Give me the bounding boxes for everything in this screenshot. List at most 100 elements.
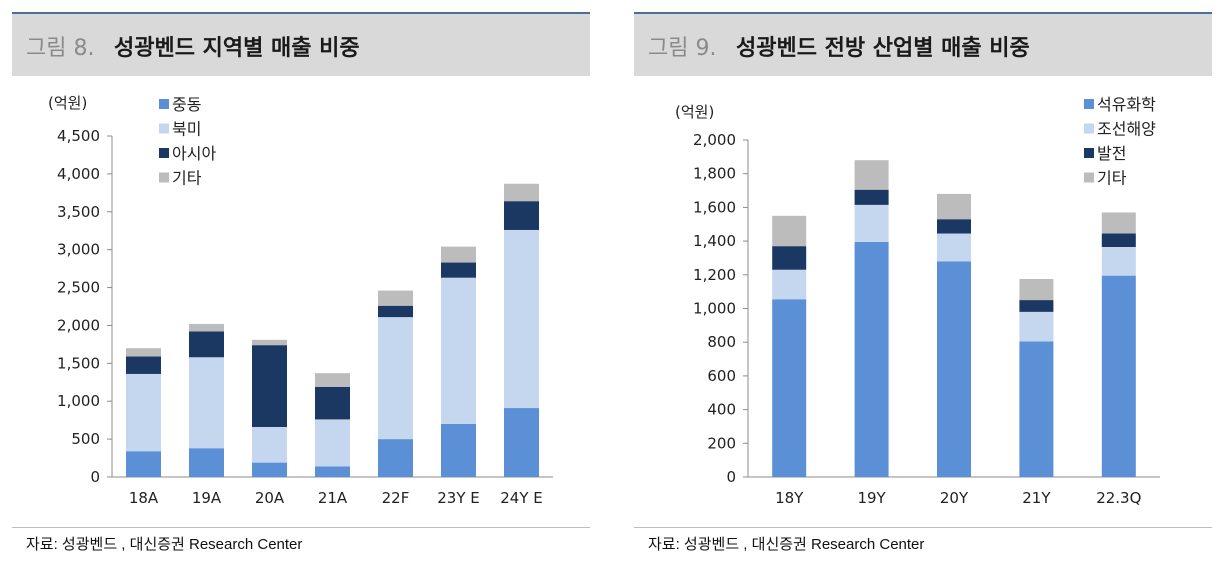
- legend-label: 석유화학: [1097, 95, 1156, 114]
- chart-title: 성광벤드 지역별 매출 비중: [114, 36, 360, 61]
- bar-segment-21A-북미: [315, 419, 350, 467]
- bar-segment-18Y-기타: [772, 215, 807, 247]
- bar-segment-21Y-발전: [1019, 300, 1054, 312]
- y-tick-label: 1,000: [57, 392, 100, 410]
- x-tick-label: 18A: [129, 489, 159, 507]
- bar-segment-22F-중동: [378, 439, 413, 477]
- bar-segment-223Q-조선해양: [1101, 246, 1136, 276]
- y-tick-label: 4,500: [57, 127, 100, 145]
- bottom-divider: [634, 527, 1212, 528]
- bar-segment-18A-아시아: [126, 356, 161, 374]
- y-tick-label: 0: [726, 468, 736, 486]
- y-tick-label: 1,200: [693, 266, 736, 284]
- x-tick-label: 19A: [192, 489, 222, 507]
- bar-segment-22F-아시아: [378, 305, 413, 318]
- y-tick-label: 4,000: [57, 165, 100, 183]
- bar-segment-19Y-석유화학: [854, 241, 889, 477]
- legend-label: 북미: [172, 120, 201, 139]
- bar-segment-19A-기타: [189, 323, 224, 332]
- bar-segment-24YE-중동: [504, 408, 539, 477]
- bar-segment-23YE-북미: [441, 277, 476, 424]
- top-divider: [634, 12, 1212, 14]
- y-tick-label: 3,000: [57, 241, 100, 259]
- bar-segment-20Y-석유화학: [937, 261, 971, 477]
- legend-swatch: [159, 148, 169, 158]
- y-tick-label: 1,600: [693, 198, 736, 216]
- y-tick-label: 200: [707, 434, 736, 452]
- bar-segment-22F-기타: [378, 290, 413, 306]
- legend-swatch: [159, 99, 169, 109]
- y-tick-label: 1,400: [693, 232, 736, 250]
- y-tick-label: 800: [707, 333, 736, 351]
- unit-label: (억원): [48, 94, 87, 112]
- chart-panel-left: 그림 8. 성광벤드 지역별 매출 비중 자료: 성광벤드 , 대신증권 Res…: [12, 0, 590, 570]
- figure-number: 그림 9.: [648, 36, 717, 61]
- bar-segment-23YE-기타: [441, 246, 476, 263]
- y-tick-label: 600: [707, 367, 736, 385]
- x-tick-label: 22F: [382, 489, 410, 507]
- legend-label: 아시아: [172, 144, 216, 163]
- y-tick-label: 3,500: [57, 203, 100, 221]
- bar-segment-21Y-기타: [1019, 279, 1054, 301]
- bar-segment-19A-북미: [189, 357, 224, 449]
- legend-swatch: [159, 123, 169, 134]
- y-tick-label: 2,000: [693, 131, 736, 149]
- y-tick-label: 2,500: [57, 279, 100, 297]
- source-note: 자료: 성광벤드 , 대신증권 Research Center: [648, 536, 925, 553]
- bar-segment-18A-기타: [126, 348, 161, 357]
- bar-segment-20A-북미: [252, 426, 287, 463]
- x-tick-label: 23Y E: [437, 489, 480, 507]
- chart-panel-right: 그림 9. 성광벤드 전방 산업별 매출 비중 자료: 성광벤드 , 대신증권 …: [634, 0, 1212, 570]
- y-tick-label: 2,000: [57, 316, 100, 334]
- bar-segment-20A-기타: [252, 339, 287, 346]
- bar-segment-19Y-기타: [854, 160, 889, 190]
- bar-segment-19Y-조선해양: [854, 204, 889, 242]
- chart-title: 성광벤드 전방 산업별 매출 비중: [736, 36, 1030, 61]
- y-tick-label: 1,000: [693, 300, 736, 318]
- bar-segment-21Y-조선해양: [1019, 311, 1054, 342]
- bar-segment-19Y-발전: [854, 189, 889, 205]
- bar-segment-24YE-아시아: [504, 201, 539, 230]
- bar-segment-223Q-기타: [1101, 212, 1136, 234]
- bar-segment-23YE-중동: [441, 423, 476, 477]
- legend-swatch: [1084, 123, 1094, 134]
- x-tick-label: 20A: [255, 489, 285, 507]
- bar-segment-21Y-석유화학: [1019, 341, 1054, 477]
- bar-segment-24YE-북미: [504, 229, 539, 409]
- x-tick-label: 24Y E: [500, 489, 543, 507]
- bar-segment-223Q-석유화학: [1101, 275, 1136, 477]
- unit-label: (억원): [675, 103, 714, 121]
- bar-segment-223Q-발전: [1101, 233, 1136, 247]
- legend-label: 조선해양: [1097, 120, 1156, 139]
- top-divider: [12, 12, 590, 14]
- x-tick-label: 20Y: [940, 489, 969, 507]
- bar-segment-18Y-발전: [772, 246, 807, 270]
- legend-swatch: [1084, 99, 1094, 109]
- bar-segment-20A-중동: [252, 462, 287, 477]
- legend-label: 기타: [1097, 169, 1127, 188]
- bar-segment-18A-중동: [126, 451, 161, 477]
- bar-segment-20A-아시아: [252, 345, 287, 427]
- y-tick-label: 1,800: [693, 165, 736, 183]
- legend-swatch: [1084, 148, 1094, 158]
- source-note: 자료: 성광벤드 , 대신증권 Research Center: [26, 536, 303, 553]
- bar-segment-21A-아시아: [315, 386, 350, 420]
- y-tick-label: 500: [71, 430, 100, 448]
- bar-segment-19A-아시아: [189, 331, 224, 358]
- legend-label: 발전: [1097, 144, 1126, 163]
- x-tick-label: 22.3Q: [1096, 489, 1141, 507]
- title-bar: 그림 8. 성광벤드 지역별 매출 비중: [12, 14, 590, 76]
- figure-number: 그림 8.: [26, 36, 95, 61]
- bar-segment-21A-중동: [315, 466, 350, 477]
- bottom-divider: [12, 527, 590, 528]
- bar-segment-20Y-발전: [937, 219, 971, 234]
- bar-segment-18Y-석유화학: [772, 299, 807, 477]
- bar-segment-20Y-기타: [937, 193, 971, 220]
- y-tick-label: 1,500: [57, 354, 100, 372]
- legend-label: 기타: [172, 169, 202, 188]
- bar-segment-22F-북미: [378, 317, 413, 440]
- title-bar: 그림 9. 성광벤드 전방 산업별 매출 비중: [634, 14, 1212, 76]
- x-tick-label: 21Y: [1022, 489, 1051, 507]
